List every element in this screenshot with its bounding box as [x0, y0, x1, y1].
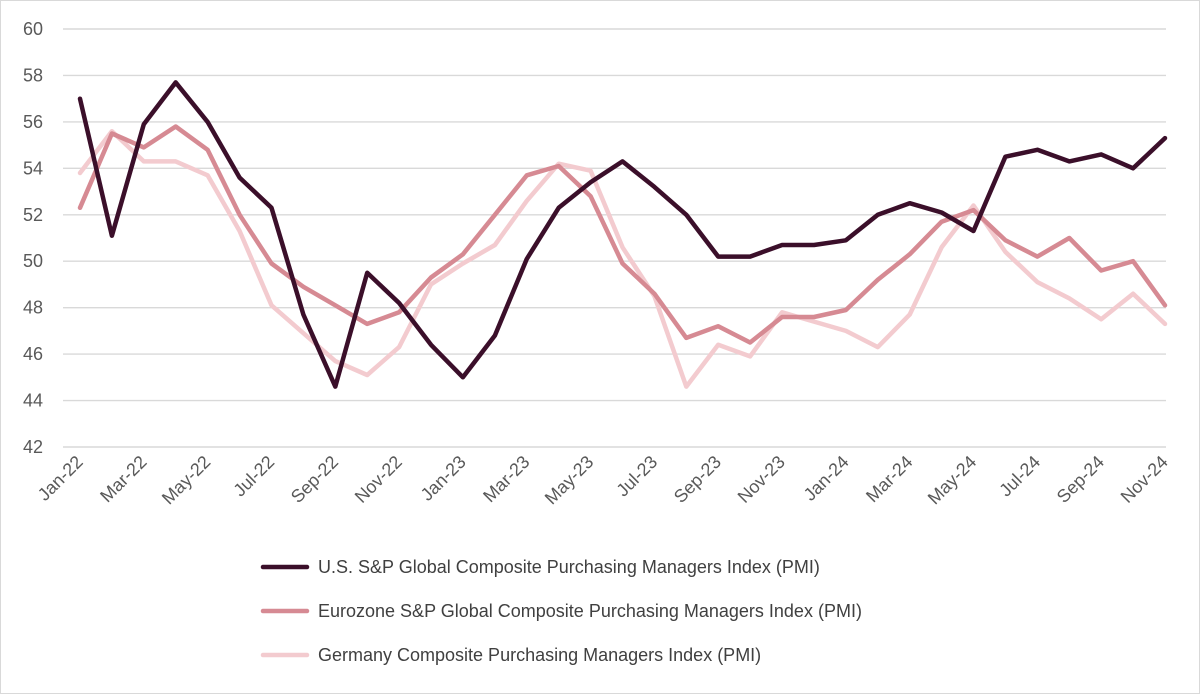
x-tick-label: Jan-22 — [34, 452, 87, 505]
x-axis: Jan-22 Mar-22 May-22 Jul-22 Sep-22 Nov-22 Jan-… — [34, 452, 1172, 509]
y-axis: 42 44 46 48 50 52 54 56 58 60 — [23, 19, 43, 457]
legend-label-2: Germany Composite Purchasing Managers In… — [318, 645, 761, 665]
legend-label-1: Eurozone S&P Global Composite Purchasing… — [318, 601, 862, 621]
series-line-0 — [77, 80, 1168, 389]
x-tick-label: Jan-24 — [800, 452, 853, 505]
x-tick-label: May-24 — [924, 452, 981, 509]
x-tick-label: Sep-22 — [287, 452, 342, 507]
x-tick-label: Jul-24 — [995, 452, 1044, 501]
x-tick-label: Nov-23 — [734, 452, 789, 507]
x-tick-label: Mar-22 — [96, 452, 150, 506]
y-tick-label: 48 — [23, 298, 43, 318]
x-tick-label: Jul-23 — [612, 452, 661, 501]
series-line-1 — [77, 124, 1168, 345]
legend: U.S. S&P Global Composite Purchasing Man… — [260, 557, 862, 665]
x-tick-label: Nov-24 — [1117, 452, 1172, 507]
x-tick-label: Jan-23 — [417, 452, 470, 505]
y-tick-label: 52 — [23, 205, 43, 225]
y-tick-label: 56 — [23, 112, 43, 132]
x-tick-label: Mar-23 — [479, 452, 533, 506]
y-tick-label: 54 — [23, 158, 43, 178]
legend-label-0: U.S. S&P Global Composite Purchasing Man… — [318, 557, 820, 577]
y-tick-label: 58 — [23, 65, 43, 85]
x-tick-label: May-23 — [541, 452, 598, 509]
y-tick-label: 60 — [23, 19, 43, 39]
x-tick-label: Sep-23 — [670, 452, 725, 507]
x-tick-label: Nov-22 — [351, 452, 406, 507]
series-lines — [77, 80, 1168, 389]
gridlines — [63, 28, 1166, 448]
y-tick-label: 46 — [23, 344, 43, 364]
y-tick-label: 50 — [23, 251, 43, 271]
y-tick-label: 42 — [23, 437, 43, 457]
x-tick-label: Jul-22 — [229, 452, 278, 501]
x-tick-label: May-22 — [158, 452, 215, 509]
x-tick-label: Mar-24 — [862, 452, 916, 506]
x-tick-label: Sep-24 — [1053, 452, 1108, 507]
y-tick-label: 44 — [23, 391, 43, 411]
